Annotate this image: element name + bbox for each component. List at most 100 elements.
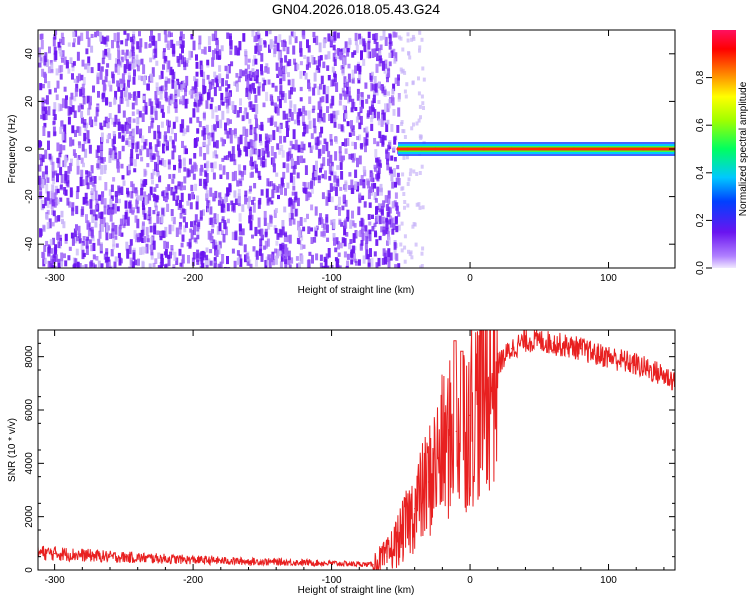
noise-point [156,87,160,96]
noise-point [121,145,125,152]
noise-point [60,252,64,262]
noise-point [322,39,326,49]
noise-point [364,231,368,238]
noise-point [311,254,314,264]
noise-point [158,175,162,183]
noise-point [390,171,394,182]
noise-point [371,226,375,232]
noise-point [319,109,323,120]
noise-point [392,223,396,231]
noise-point [386,119,390,125]
noise-point [91,235,95,242]
noise-point [161,112,165,118]
noise-point [218,49,222,59]
noise-point [349,239,353,244]
noise-point [212,172,216,180]
noise-point [381,134,385,145]
noise-point [179,123,183,133]
noise-point [170,209,174,217]
noise-point [422,77,426,82]
noise-point [250,214,254,221]
noise-point [397,224,401,231]
noise-point [250,165,254,170]
noise-point [328,157,332,165]
noise-point [137,237,141,243]
noise-point [39,191,43,199]
noise-point [117,162,121,168]
noise-point [48,89,52,95]
noise-point [317,55,321,66]
noise-point [387,144,390,151]
noise-point [53,201,57,208]
noise-point [114,152,118,159]
noise-point [48,46,51,54]
noise-point [115,195,118,204]
noise-point [391,217,395,224]
noise-point [183,208,187,215]
noise-point [170,187,174,196]
noise-point [253,88,257,94]
noise-point [338,146,342,154]
noise-point [284,231,288,237]
noise-point [135,125,139,135]
noise-point [130,36,133,43]
noise-point [53,34,57,40]
noise-point [278,34,282,43]
noise-point [171,150,175,160]
noise-point [205,264,209,268]
noise-point [182,80,186,88]
noise-point [57,158,61,168]
noise-point [71,236,75,246]
noise-point [68,201,72,208]
noise-point [319,167,322,173]
noise-point [159,230,163,238]
noise-point [173,145,177,153]
noise-point [418,205,422,210]
noise-point [171,43,175,54]
noise-point [149,73,153,82]
noise-point [56,173,59,183]
noise-point [269,134,272,142]
noise-point [284,113,288,120]
noise-point [319,254,323,261]
noise-point [304,110,308,116]
noise-point [156,171,160,177]
noise-point [279,85,283,95]
noise-point [170,245,174,251]
noise-point [168,174,172,179]
noise-point [253,127,257,134]
noise-point [260,53,264,62]
noise-point [233,159,237,166]
noise-point [72,31,76,38]
y-tick-label: -20 [24,189,35,204]
noise-point [63,56,67,65]
noise-point [286,127,289,137]
noise-point [260,228,264,239]
noise-point [165,263,169,268]
noise-point [276,233,280,240]
noise-point [66,197,70,206]
colorbar-tick-label: 0.0 [695,261,706,275]
noise-point [332,219,336,229]
noise-point [382,30,386,40]
noise-point [203,127,207,135]
noise-point [408,55,412,60]
noise-point [301,30,305,38]
noise-point [275,62,279,71]
noise-point [214,48,218,54]
noise-point [268,197,272,202]
noise-point [274,228,278,234]
noise-point [174,185,178,194]
noise-point [120,232,124,237]
noise-point [150,122,154,129]
noise-point [231,248,235,254]
y-tick-label: 2000 [24,505,35,528]
noise-point [159,86,163,91]
noise-point [317,86,321,96]
noise-point [63,124,67,134]
noise-point [61,50,65,57]
ridge-point [509,147,514,151]
noise-point [213,263,217,268]
noise-point [67,255,71,261]
noise-point [80,74,84,81]
